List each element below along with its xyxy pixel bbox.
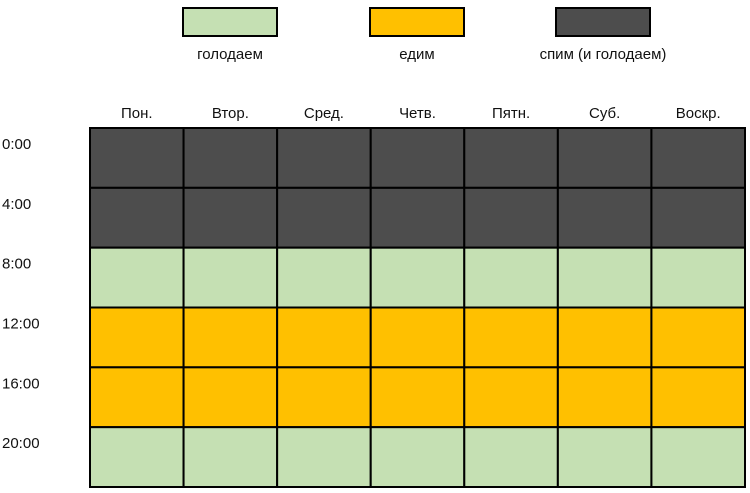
schedule-cell (89, 127, 185, 189)
day-header: Втор. (212, 105, 249, 122)
schedule-cell (276, 426, 372, 488)
time-label: 12:00 (2, 315, 40, 332)
schedule-cell (650, 186, 747, 249)
schedule-cell (556, 426, 653, 488)
day-header: Суб. (589, 105, 620, 122)
schedule-cell (556, 306, 653, 369)
schedule-cell (182, 127, 279, 189)
schedule-cell (463, 246, 559, 309)
day-header: Сред. (304, 105, 344, 122)
schedule-cell (182, 186, 279, 249)
schedule-cell (369, 186, 466, 249)
schedule-cell (89, 246, 185, 309)
day-header: Пятн. (492, 105, 530, 122)
schedule-cell (276, 246, 372, 309)
schedule-cell (182, 306, 279, 369)
schedule-cell (369, 426, 466, 488)
schedule-cell (650, 366, 747, 429)
schedule-cell (556, 366, 653, 429)
schedule-cell (276, 127, 372, 189)
schedule-cell (650, 246, 747, 309)
schedule-cell (463, 186, 559, 249)
schedule-cell (182, 366, 279, 429)
schedule-cell (463, 426, 559, 488)
schedule-cell (369, 366, 466, 429)
time-label: 4:00 (2, 196, 31, 213)
legend-swatch (369, 7, 465, 37)
schedule-cell (276, 366, 372, 429)
legend-swatch (555, 7, 651, 37)
legend-label: голодаем (197, 46, 263, 63)
schedule-cell (276, 306, 372, 369)
schedule-cell (369, 127, 466, 189)
schedule-cell (650, 426, 747, 488)
schedule-cell (650, 306, 747, 369)
day-header: Воскр. (676, 105, 721, 122)
legend-label: едим (399, 46, 434, 63)
schedule-cell (650, 127, 747, 189)
schedule-cell (463, 306, 559, 369)
time-label: 0:00 (2, 136, 31, 153)
schedule-cell (276, 186, 372, 249)
schedule-cell (182, 246, 279, 309)
schedule-cell (369, 306, 466, 369)
schedule-cell (556, 186, 653, 249)
time-label: 16:00 (2, 375, 40, 392)
schedule-cell (556, 246, 653, 309)
legend-swatch (182, 7, 278, 37)
time-label: 8:00 (2, 256, 31, 273)
schedule-cell (89, 366, 185, 429)
schedule-cell (89, 306, 185, 369)
legend-label: спим (и голодаем) (540, 46, 667, 63)
time-label: 20:00 (2, 435, 40, 452)
day-header: Четв. (399, 105, 436, 122)
day-header: Пон. (121, 105, 153, 122)
schedule-cell (369, 246, 466, 309)
schedule-cell (463, 366, 559, 429)
schedule-cell (89, 186, 185, 249)
schedule-cell (182, 426, 279, 488)
schedule-cell (463, 127, 559, 189)
schedule-cell (89, 426, 185, 488)
schedule-cell (556, 127, 653, 189)
